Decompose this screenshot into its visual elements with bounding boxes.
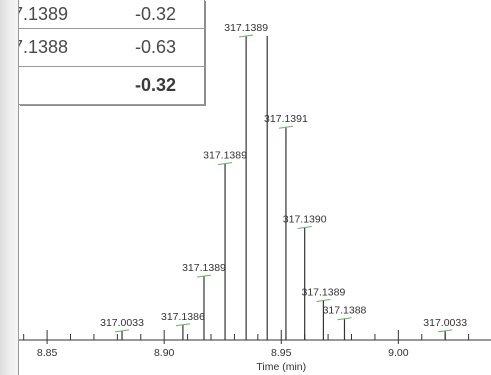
x-axis-title: Time (min) (256, 361, 306, 373)
table-row: 7.1389 -0.32 (19, 0, 205, 29)
peak-label: 317.1389 (203, 150, 247, 162)
summary-mz-cell (19, 66, 119, 105)
peak-label: 317.1391 (264, 113, 308, 125)
peak-marker (438, 329, 453, 333)
x-tick-label: 8.90 (154, 347, 175, 359)
mz-cell: 7.1389 (19, 0, 119, 29)
peak-marker (278, 125, 294, 129)
peak-label: 317.1388 (323, 305, 367, 317)
peak-marker (114, 329, 130, 333)
peak-marker (196, 274, 212, 278)
peak-label: 317.1389 (182, 262, 226, 274)
table-row: 7.1388 -0.63 (19, 28, 205, 67)
peak-marker (337, 317, 352, 321)
peak-marker (217, 162, 233, 166)
summary-ppm-cell: -0.32 (119, 66, 205, 105)
ppm-cell: -0.32 (119, 0, 205, 29)
peak-label: 317.1389 (302, 286, 346, 298)
peak-marker (239, 34, 254, 38)
peak-marker (175, 323, 190, 327)
x-axis: 8.85 8.90 8.95 9.00 (19, 330, 491, 359)
peak-label: 317.1389 (224, 22, 268, 34)
x-tick-label: 8.95 (271, 347, 292, 359)
peak-marker (316, 298, 331, 302)
x-tick-label: 8.85 (37, 347, 58, 359)
peak-label: 317.1386 (161, 311, 205, 323)
x-tick-label: 9.00 (388, 347, 409, 359)
chromatogram-panel: 8.85 8.90 8.95 9.00 317.0033 317.1386 317.138… (18, 0, 491, 375)
table-summary-row: -0.32 (19, 66, 205, 105)
peak-series (121, 36, 446, 340)
ppm-cell: -0.63 (119, 28, 205, 67)
mass-accuracy-table: 7.1389 -0.32 7.1388 -0.63 -0.32 (19, 0, 205, 105)
peak-marker (297, 226, 312, 230)
peak-labels: 317.0033 317.1386 317.1389 317.1389 317.1389… (100, 22, 467, 333)
peak-label: 317.0033 (100, 317, 144, 329)
peak-label: 317.1390 (283, 214, 327, 226)
mz-cell: 7.1388 (19, 28, 119, 67)
peak-label: 317.0033 (423, 317, 467, 329)
chromatogram-chart: 8.85 8.90 8.95 9.00 317.0033 317.1386 317.138… (19, 22, 491, 373)
